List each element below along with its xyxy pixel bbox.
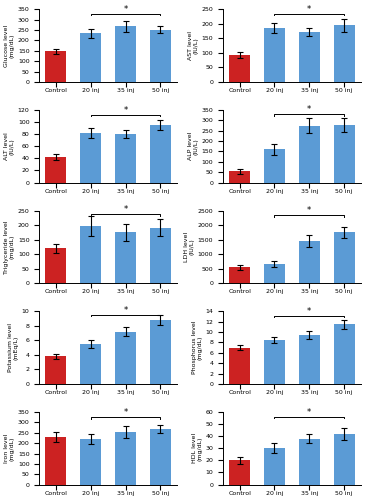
Text: *: * <box>123 408 128 418</box>
Bar <box>80 344 101 384</box>
Text: *: * <box>307 306 311 316</box>
Bar <box>80 133 101 182</box>
Text: *: * <box>307 408 311 417</box>
Bar <box>229 171 250 182</box>
Bar <box>229 460 250 484</box>
Bar <box>80 33 101 82</box>
Text: *: * <box>123 205 128 214</box>
Bar <box>299 241 320 283</box>
Bar <box>46 51 66 82</box>
Bar <box>150 320 171 384</box>
Bar <box>264 264 285 283</box>
Y-axis label: Glucose level
(mg/dL): Glucose level (mg/dL) <box>4 24 15 66</box>
Bar <box>150 428 171 484</box>
Y-axis label: Potassium level
(mEq/L): Potassium level (mEq/L) <box>8 323 19 372</box>
Y-axis label: ALT level
(IU/L): ALT level (IU/L) <box>4 132 15 160</box>
Bar <box>46 248 66 283</box>
Y-axis label: Iron level
(mg/dL): Iron level (mg/dL) <box>4 434 15 463</box>
Bar <box>115 432 136 484</box>
Bar <box>334 324 354 384</box>
Bar <box>150 30 171 82</box>
Bar <box>229 348 250 384</box>
Bar <box>299 126 320 182</box>
Y-axis label: Phosphorus level
(mg/dL): Phosphorus level (mg/dL) <box>192 321 203 374</box>
Text: *: * <box>123 106 128 115</box>
Text: *: * <box>123 4 128 14</box>
Bar <box>334 26 354 82</box>
Bar <box>80 439 101 484</box>
Bar <box>264 448 285 484</box>
Bar <box>334 232 354 283</box>
Text: *: * <box>307 4 311 14</box>
Bar <box>115 134 136 182</box>
Bar <box>299 32 320 82</box>
Bar <box>264 150 285 182</box>
Bar <box>229 55 250 82</box>
Bar <box>46 356 66 384</box>
Bar <box>115 332 136 384</box>
Bar <box>150 125 171 182</box>
Bar <box>264 340 285 384</box>
Bar <box>115 232 136 283</box>
Bar <box>299 334 320 384</box>
Y-axis label: HDL level
(mg/dL): HDL level (mg/dL) <box>192 434 203 464</box>
Y-axis label: Triglyceride level
(mg/dL): Triglyceride level (mg/dL) <box>4 220 15 274</box>
Bar <box>264 28 285 82</box>
Text: *: * <box>123 306 128 315</box>
Bar <box>334 125 354 182</box>
Y-axis label: AST level
(IU/L): AST level (IU/L) <box>188 31 199 60</box>
Y-axis label: ALP level
(IU/L): ALP level (IU/L) <box>188 132 199 160</box>
Bar <box>46 437 66 484</box>
Bar <box>229 268 250 283</box>
Bar <box>299 438 320 484</box>
Bar <box>150 228 171 283</box>
Text: *: * <box>307 206 311 215</box>
Bar <box>80 226 101 283</box>
Bar <box>334 434 354 484</box>
Bar <box>115 26 136 82</box>
Text: *: * <box>307 105 311 114</box>
Bar <box>46 156 66 182</box>
Y-axis label: LDH level
(IU/L): LDH level (IU/L) <box>184 232 195 262</box>
